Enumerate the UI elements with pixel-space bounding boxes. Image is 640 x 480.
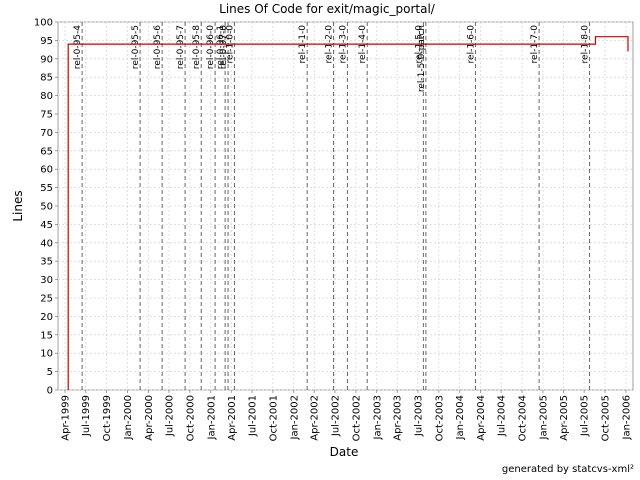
x-tick-label: Jan-2005 [538,395,549,440]
release-marker-label: rel-0-95-5 [131,25,141,69]
x-tick-label: Jan-2002 [289,395,300,440]
release-marker-label: rel-0-95-7 [176,25,186,69]
generated-by-footer: generated by statcvs-xml² [501,464,634,475]
release-marker-label: rel-0-97-0 [219,25,229,69]
y-tick-label: 100 [34,18,53,29]
y-tick-label: 40 [40,238,53,249]
x-tick-label: Apr-2004 [476,395,487,441]
y-tick-label: 85 [40,73,53,84]
loc-series-line [67,36,629,390]
y-axis-label: Lines [11,190,25,221]
y-tick-label: 75 [40,110,53,121]
release-marker-label: rel-0-95-4 [73,25,83,69]
release-marker-label: rel-0-96-1 [216,25,226,69]
y-tick-label: 10 [40,349,53,360]
x-tick-label: Jul-2000 [164,395,175,437]
grid [58,21,633,391]
x-tick-label: Oct-2000 [185,395,196,441]
x-tick-label: Apr-2001 [227,395,238,441]
x-tick-label: Oct-1999 [102,395,113,441]
series-layer [67,36,629,390]
y-tick-label: 60 [40,165,53,176]
release-marker-label: rel-0-96-0 [206,25,216,69]
release-marker-label: rel-0-95-8 [192,25,202,69]
x-tick-label: Oct-2005 [601,395,612,441]
x-tick-label: Jan-2003 [372,395,383,440]
x-tick-label: Apr-2005 [559,395,570,441]
release-marker-label: rel-0-95-6 [153,25,163,69]
release-marker-label: rel-1-5-0-patch [417,25,427,92]
x-tick-label: Jan-2004 [455,395,466,440]
x-tick-label: Apr-1999 [61,395,72,441]
x-tick-label: Jan-2006 [621,395,632,440]
y-tick-label: 65 [40,146,53,157]
y-tick-label: 0 [47,386,53,397]
y-tick-label: 20 [40,312,53,323]
x-tick-label: Jul-2004 [497,395,508,437]
y-tick-label: 35 [40,257,53,268]
y-tick-label: 30 [40,275,53,286]
y-tick-label: 15 [40,330,53,341]
y-tick-label: 70 [40,128,53,139]
y-axis: 0 5 10 15 20 25 30 35 40 45 50 55 60 65 70 75 80 85 90 95 10… [34,18,58,397]
y-tick-label: 5 [47,367,53,378]
y-tick-label: 45 [40,220,53,231]
x-tick-label: Jul-2002 [330,395,341,437]
x-tick-label: Jul-2003 [413,395,424,437]
y-tick-label: 55 [40,183,53,194]
chart-title: Lines Of Code for exit/magic_portal/ [219,2,436,16]
y-tick-label: 25 [40,294,53,305]
x-tick-label: Jul-2001 [247,395,258,437]
x-axis: Apr-1999 Jul-1999 Oct-1999 Jan-2000 Apr-2000… [61,390,632,441]
x-tick-label: Oct-2002 [351,395,362,441]
x-tick-label: Oct-2004 [518,395,529,441]
y-tick-label: 80 [40,91,53,102]
x-tick-label: Apr-2002 [310,395,321,441]
x-axis-label: Date [330,445,359,459]
y-tick-label: 90 [40,54,53,65]
plot-area [57,21,634,391]
x-tick-label: Jan-2000 [123,395,134,440]
x-tick-label: Apr-2000 [144,395,155,441]
x-tick-label: Apr-2003 [393,395,404,441]
x-tick-label: Jan-2001 [206,395,217,440]
x-tick-label: Oct-2003 [434,395,445,441]
y-tick-label: 95 [40,36,53,47]
y-tick-label: 50 [40,202,53,213]
x-tick-label: Oct-2001 [268,395,279,441]
x-tick-label: Jul-1999 [81,395,92,437]
x-tick-label: Jul-2005 [580,395,591,437]
